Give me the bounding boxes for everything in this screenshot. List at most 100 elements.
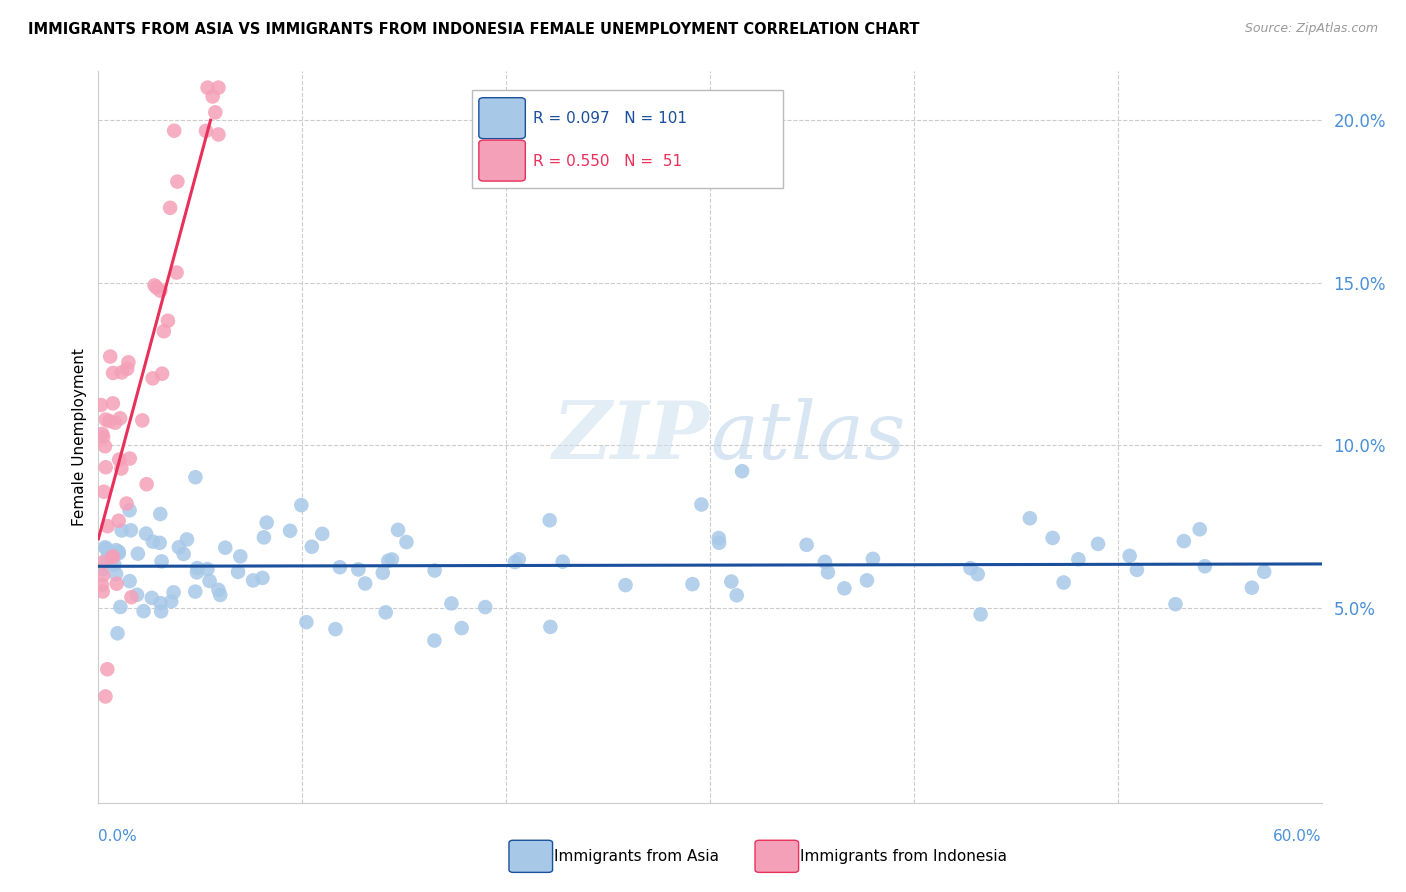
Point <box>377 554 399 568</box>
Point <box>423 633 446 648</box>
Point <box>423 564 446 578</box>
Point <box>207 128 229 142</box>
Point <box>1188 522 1211 536</box>
Point <box>329 560 352 574</box>
Point <box>90 578 112 592</box>
Point <box>395 535 418 549</box>
Point <box>1087 537 1109 551</box>
Point <box>125 588 148 602</box>
Point <box>856 574 879 588</box>
Point <box>107 514 129 528</box>
Point <box>201 89 224 103</box>
Point <box>176 533 198 547</box>
Point <box>91 426 114 441</box>
Point <box>1164 597 1187 611</box>
Point <box>681 577 703 591</box>
Point <box>94 690 117 704</box>
Text: Immigrants from Indonesia: Immigrants from Indonesia <box>800 849 1007 863</box>
Point <box>98 414 121 428</box>
Point <box>720 574 742 589</box>
Point <box>149 507 172 521</box>
Point <box>150 604 173 618</box>
Point <box>132 604 155 618</box>
Point <box>959 561 981 575</box>
Point <box>197 80 219 95</box>
Point <box>145 280 167 294</box>
Point <box>141 591 163 605</box>
Point <box>90 398 112 412</box>
Text: ZIP: ZIP <box>553 399 710 475</box>
Point <box>538 620 561 634</box>
Point <box>1053 575 1076 590</box>
Point <box>94 439 117 453</box>
Point <box>115 497 138 511</box>
Point <box>103 558 125 572</box>
Point <box>94 412 117 426</box>
Point <box>184 584 207 599</box>
Point <box>226 565 249 579</box>
Point <box>256 516 278 530</box>
Point <box>1240 581 1263 595</box>
Point <box>167 541 190 555</box>
Point <box>107 626 129 640</box>
Point <box>690 498 713 512</box>
Point <box>186 566 208 580</box>
Point <box>731 464 754 478</box>
Point <box>969 607 991 622</box>
FancyBboxPatch shape <box>471 90 783 188</box>
Point <box>1253 565 1275 579</box>
Point <box>101 396 124 410</box>
Point <box>149 284 172 298</box>
Point <box>94 541 117 555</box>
Point <box>153 324 176 338</box>
Point <box>118 503 141 517</box>
Text: R = 0.550   N =  51: R = 0.550 N = 51 <box>533 153 682 169</box>
Point <box>131 413 153 427</box>
Point <box>142 371 165 385</box>
Point <box>118 574 141 588</box>
Point <box>104 416 127 430</box>
Point <box>347 562 370 576</box>
Point <box>111 524 134 538</box>
Point <box>551 555 574 569</box>
Text: Source: ZipAtlas.com: Source: ZipAtlas.com <box>1244 22 1378 36</box>
Point <box>450 621 472 635</box>
Point <box>474 600 496 615</box>
Point <box>107 544 129 558</box>
Point <box>115 362 138 376</box>
Point <box>796 538 818 552</box>
Text: Immigrants from Asia: Immigrants from Asia <box>554 849 718 863</box>
Point <box>278 524 301 538</box>
Point <box>707 531 730 545</box>
Point <box>94 460 117 475</box>
Point <box>834 582 856 596</box>
Point <box>387 523 409 537</box>
Point <box>135 477 157 491</box>
Point <box>1118 549 1140 563</box>
Point <box>229 549 252 564</box>
Point <box>150 554 173 568</box>
Point <box>538 513 561 527</box>
Point <box>1126 563 1149 577</box>
Point <box>105 543 128 558</box>
Point <box>150 367 173 381</box>
Text: IMMIGRANTS FROM ASIA VS IMMIGRANTS FROM INDONESIA FEMALE UNEMPLOYMENT CORRELATIO: IMMIGRANTS FROM ASIA VS IMMIGRANTS FROM … <box>28 22 920 37</box>
Point <box>194 124 217 138</box>
Point <box>207 582 229 597</box>
Point <box>614 578 637 592</box>
Point <box>142 534 165 549</box>
Point <box>163 124 186 138</box>
Point <box>91 430 114 444</box>
Point <box>242 574 264 588</box>
Point <box>252 571 274 585</box>
Point <box>149 596 172 610</box>
Point <box>160 594 183 608</box>
Point <box>117 355 139 369</box>
FancyBboxPatch shape <box>479 140 526 181</box>
Point <box>295 615 318 629</box>
Point <box>204 105 226 120</box>
Point <box>108 452 131 467</box>
Point <box>817 566 839 580</box>
Point <box>381 552 404 566</box>
Point <box>120 523 142 537</box>
